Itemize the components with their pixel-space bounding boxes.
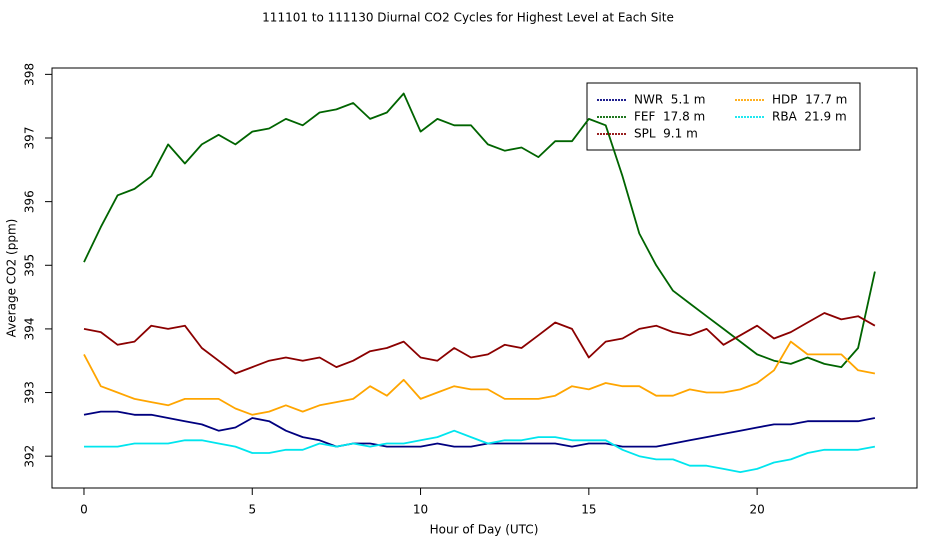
legend-label: NWR 5.1 m xyxy=(634,93,705,107)
x-tick-label: 15 xyxy=(581,503,596,517)
y-axis-label: Average CO2 (ppm) xyxy=(5,219,19,338)
series-line xyxy=(83,410,876,448)
x-tick-label: 0 xyxy=(80,503,88,517)
y-tick-label: 395 xyxy=(23,254,37,277)
x-tick-label: 10 xyxy=(413,503,428,517)
y-tick-label: 397 xyxy=(23,127,37,150)
x-axis-label: Hour of Day (UTC) xyxy=(430,523,539,537)
y-tick-label: 392 xyxy=(23,445,37,468)
legend-label: FEF 17.8 m xyxy=(634,110,705,124)
y-tick-label: 398 xyxy=(23,63,37,86)
y-tick-label: 393 xyxy=(23,381,37,404)
legend-label: SPL 9.1 m xyxy=(634,127,698,141)
y-tick-label: 396 xyxy=(23,190,37,213)
x-tick-label: 5 xyxy=(248,503,256,517)
series-line xyxy=(84,429,876,473)
chart-title: 111101 to 111130 Diurnal CO2 Cycles for … xyxy=(262,11,674,25)
legend-box xyxy=(586,82,861,151)
series-line xyxy=(83,312,876,375)
x-tick-label: 20 xyxy=(749,503,764,517)
legend-label: HDP 17.7 m xyxy=(772,93,847,107)
series-line xyxy=(83,92,876,368)
series-line xyxy=(83,340,876,416)
legend-label: RBA 21.9 m xyxy=(772,110,847,124)
plot-frame xyxy=(51,67,918,489)
y-tick-label: 394 xyxy=(23,317,37,340)
